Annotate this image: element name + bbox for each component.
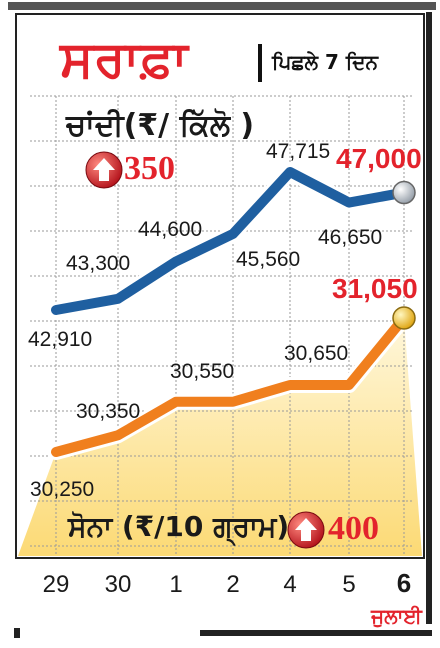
up-arrow-icon: [93, 158, 115, 181]
x-tick-label-2: 2: [226, 571, 239, 598]
silver-value-label-5: 46,650: [318, 226, 382, 249]
up-arrow-icon: [295, 518, 317, 541]
silver-value-label-4: 47,715: [266, 140, 330, 163]
subtitle: ਪਿਛਲੇ 7 ਦਿਨ: [272, 50, 379, 74]
right-border: [426, 12, 432, 624]
silver-value-label-1: 44,600: [138, 218, 202, 241]
x-tick-label-6: 6: [397, 568, 411, 598]
silver-end-dot: [392, 180, 416, 205]
silver-up-badge: [85, 151, 123, 189]
gold-value-label-1: 30,550: [170, 360, 234, 383]
gold-area-fill: [18, 318, 422, 556]
x-tick-label-1: 1: [169, 571, 182, 598]
silver-value-label-6: 47,000: [336, 143, 422, 174]
gold-value-label-29: 30,250: [30, 478, 94, 501]
gold-value-label-4: 30,650: [284, 342, 348, 365]
x-tick-label-4: 4: [283, 571, 296, 598]
silver-value-label-30: 43,300: [66, 252, 130, 275]
bottom-tick: [14, 628, 20, 638]
month-label: ਜੁਲਾਈ: [371, 604, 422, 628]
gold-change-value: 400: [328, 510, 379, 547]
x-tick-label-5: 5: [342, 571, 355, 598]
gold-label: ਸੋਨਾ (₹/10 ਗ੍ਰਾਮ): [68, 510, 290, 543]
silver-label: ਚਾਂਦੀ(₹/ ਕਿੱਲੋ ): [66, 108, 255, 143]
gold-up-badge: [287, 511, 325, 549]
gold-value-label-6: 31,050: [332, 273, 418, 304]
gold-end-dot: [392, 306, 416, 330]
silver-value-label-29: 42,910: [28, 328, 92, 351]
silver-value-label-2: 45,560: [236, 248, 300, 271]
top-border: [8, 2, 436, 10]
x-tick-label-30: 30: [105, 571, 132, 598]
silver-change-value: 350: [124, 150, 175, 187]
gold-line: [51, 313, 409, 457]
title-divider: [258, 44, 262, 82]
page-title: ਸਰਾਫ਼ਾ: [60, 30, 189, 88]
x-tick-label-29: 29: [43, 571, 70, 598]
gold-value-label-30: 30,350: [76, 400, 140, 423]
silver-line: [51, 167, 409, 315]
bottom-rule: [200, 630, 432, 636]
